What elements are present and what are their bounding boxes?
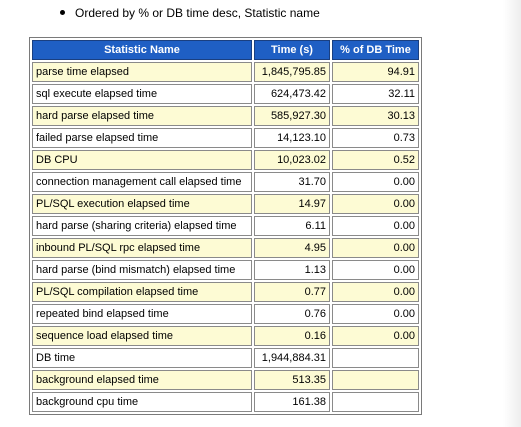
time-cell: 10,023.02 [254, 150, 330, 170]
time-cell: 14.97 [254, 194, 330, 214]
header-pct-db-time: % of DB Time [332, 40, 419, 60]
table-row: DB time 1,944,884.31 [32, 348, 419, 368]
time-cell: 624,473.42 [254, 84, 330, 104]
pct-cell: 0.00 [332, 172, 419, 192]
table-header-row: Statistic Name Time (s) % of DB Time [32, 40, 419, 60]
table-row: hard parse (sharing criteria) elapsed ti… [32, 216, 419, 236]
time-cell: 0.16 [254, 326, 330, 346]
pct-cell [332, 370, 419, 390]
pct-cell: 30.13 [332, 106, 419, 126]
pct-cell: 94.91 [332, 62, 419, 82]
statistic-name-cell: DB time [32, 348, 252, 368]
pct-cell: 0.00 [332, 326, 419, 346]
table-row: sequence load elapsed time 0.16 0.00 [32, 326, 419, 346]
time-cell: 1,944,884.31 [254, 348, 330, 368]
pct-cell: 0.00 [332, 260, 419, 280]
time-cell: 0.76 [254, 304, 330, 324]
statistic-name-cell: hard parse elapsed time [32, 106, 252, 126]
time-cell: 4.95 [254, 238, 330, 258]
table-row: DB CPU 10,023.02 0.52 [32, 150, 419, 170]
statistic-name-cell: repeated bind elapsed time [32, 304, 252, 324]
statistic-name-cell: parse time elapsed [32, 62, 252, 82]
statistic-name-cell: sql execute elapsed time [32, 84, 252, 104]
time-cell: 161.38 [254, 392, 330, 412]
pct-cell: 0.00 [332, 194, 419, 214]
time-model-statistics-table: Statistic Name Time (s) % of DB Time par… [29, 37, 422, 415]
header-time: Time (s) [254, 40, 330, 60]
statistic-name-cell: PL/SQL compilation elapsed time [32, 282, 252, 302]
header-statistic-name: Statistic Name [32, 40, 252, 60]
statistic-name-cell: DB CPU [32, 150, 252, 170]
pct-cell: 0.52 [332, 150, 419, 170]
statistic-name-cell: hard parse (sharing criteria) elapsed ti… [32, 216, 252, 236]
time-cell: 14,123.10 [254, 128, 330, 148]
time-cell: 585,927.30 [254, 106, 330, 126]
time-cell: 1,845,795.85 [254, 62, 330, 82]
table-row: hard parse elapsed time 585,927.30 30.13 [32, 106, 419, 126]
sort-order-text: Ordered by % or DB time desc, Statistic … [75, 6, 320, 20]
table-row: background cpu time 161.38 [32, 392, 419, 412]
statistic-name-cell: failed parse elapsed time [32, 128, 252, 148]
statistic-name-cell: sequence load elapsed time [32, 326, 252, 346]
pct-cell: 0.73 [332, 128, 419, 148]
page-edge-shadow [503, 0, 521, 427]
pct-cell [332, 392, 419, 412]
bullet-dot-icon [60, 10, 65, 16]
pct-cell: 0.00 [332, 282, 419, 302]
table-row: failed parse elapsed time 14,123.10 0.73 [32, 128, 419, 148]
table-row: inbound PL/SQL rpc elapsed time 4.95 0.0… [32, 238, 419, 258]
time-cell: 6.11 [254, 216, 330, 236]
pct-cell: 0.00 [332, 216, 419, 236]
pct-cell: 32.11 [332, 84, 419, 104]
table-row: background elapsed time 513.35 [32, 370, 419, 390]
statistic-name-cell: PL/SQL execution elapsed time [32, 194, 252, 214]
table-row: parse time elapsed 1,845,795.85 94.91 [32, 62, 419, 82]
sort-order-bullet: Ordered by % or DB time desc, Statistic … [60, 6, 320, 20]
time-cell: 0.77 [254, 282, 330, 302]
table-row: hard parse (bind mismatch) elapsed time … [32, 260, 419, 280]
table-row: repeated bind elapsed time 0.76 0.00 [32, 304, 419, 324]
table-row: sql execute elapsed time 624,473.42 32.1… [32, 84, 419, 104]
table-row: PL/SQL execution elapsed time 14.97 0.00 [32, 194, 419, 214]
time-cell: 513.35 [254, 370, 330, 390]
time-cell: 31.70 [254, 172, 330, 192]
time-cell: 1.13 [254, 260, 330, 280]
table-row: connection management call elapsed time … [32, 172, 419, 192]
pct-cell [332, 348, 419, 368]
statistic-name-cell: background cpu time [32, 392, 252, 412]
statistic-name-cell: hard parse (bind mismatch) elapsed time [32, 260, 252, 280]
table-row: PL/SQL compilation elapsed time 0.77 0.0… [32, 282, 419, 302]
pct-cell: 0.00 [332, 304, 419, 324]
pct-cell: 0.00 [332, 238, 419, 258]
statistic-name-cell: inbound PL/SQL rpc elapsed time [32, 238, 252, 258]
statistic-name-cell: background elapsed time [32, 370, 252, 390]
statistic-name-cell: connection management call elapsed time [32, 172, 252, 192]
